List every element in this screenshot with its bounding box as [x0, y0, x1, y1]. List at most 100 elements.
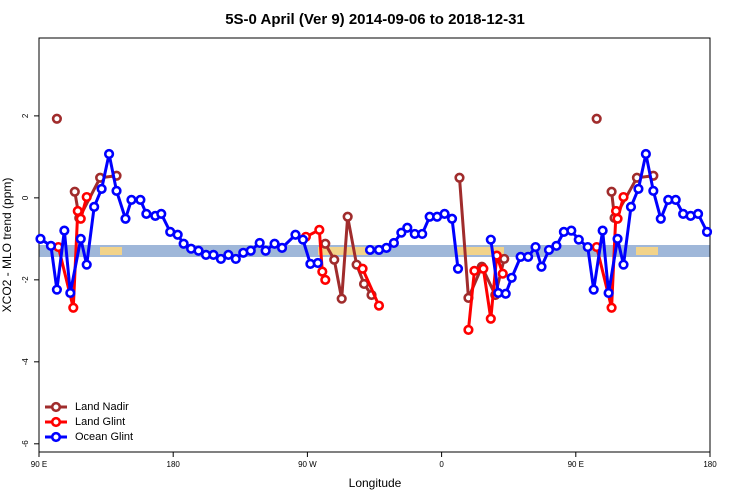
data-point: [230, 253, 241, 265]
land-patch: [456, 247, 504, 255]
data-point: [75, 233, 86, 244]
data-point: [69, 186, 80, 197]
data-point: [522, 251, 534, 262]
data-point: [582, 241, 593, 253]
data-point: [612, 233, 623, 244]
y-tick-label: -6: [21, 440, 30, 448]
data-point: [269, 238, 280, 249]
data-point: [111, 185, 122, 196]
data-point: [89, 201, 100, 212]
x-axis-label: Longitude: [349, 476, 402, 490]
data-point: [81, 191, 92, 203]
data-point: [606, 302, 617, 313]
x-tick-label: 180: [167, 460, 181, 469]
data-point: [463, 324, 474, 335]
data-point: [81, 259, 92, 270]
data-point: [618, 191, 629, 203]
data-point: [388, 237, 399, 249]
data-point: [373, 300, 385, 311]
data-point: [357, 263, 368, 274]
legend-marker: [50, 416, 62, 428]
y-axis-label: XCO2 - MLO trend (ppm): [0, 178, 14, 313]
data-point: [543, 244, 555, 256]
data-point: [245, 245, 256, 256]
data-point: [314, 224, 325, 235]
data-point: [478, 263, 489, 274]
data-point: [640, 148, 651, 160]
data-point: [336, 293, 347, 304]
data-point: [254, 237, 265, 249]
data-point: [588, 284, 599, 295]
data-point: [454, 172, 465, 183]
data-point: [603, 287, 614, 299]
y-tick-label: 2: [21, 113, 30, 118]
data-point: [446, 213, 458, 224]
legend-label: Ocean Glint: [75, 431, 133, 443]
legend-label: Land Glint: [75, 416, 125, 428]
data-point: [156, 208, 167, 219]
data-point: [452, 263, 464, 274]
data-point: [75, 213, 86, 224]
data-point: [215, 253, 227, 265]
data-point: [178, 238, 189, 249]
data-point: [103, 148, 115, 160]
data-point: [120, 213, 131, 224]
data-point: [500, 288, 511, 299]
data-point: [551, 240, 562, 251]
x-tick-label: 180: [703, 460, 717, 469]
data-point: [670, 194, 681, 206]
data-point: [290, 229, 301, 240]
data-point: [126, 194, 137, 206]
data-point: [402, 222, 413, 233]
data-point: [342, 211, 353, 222]
x-tick-label: 90 W: [298, 460, 317, 469]
data-point: [364, 244, 376, 256]
data-point: [530, 241, 541, 253]
data-point: [208, 249, 219, 260]
data-point: [68, 302, 79, 313]
x-tick-label: 90 E: [31, 460, 47, 469]
y-tick-label: -4: [21, 358, 30, 366]
data-point: [625, 201, 637, 212]
data-point: [172, 229, 183, 240]
data-point: [51, 113, 62, 124]
data-point: [485, 313, 496, 324]
data-point: [297, 234, 309, 245]
data-point: [193, 245, 204, 256]
plot-frame: [38, 37, 711, 453]
data-point: [618, 259, 629, 270]
data-point: [312, 257, 323, 269]
data-point: [65, 287, 76, 299]
data-point: [648, 185, 659, 196]
data-point: [417, 228, 428, 240]
data-point: [51, 284, 62, 295]
data-point: [72, 205, 83, 217]
land-patch: [636, 247, 658, 255]
data-point: [135, 194, 146, 206]
data-point: [633, 183, 644, 194]
data-point: [606, 186, 617, 197]
y-tick-label: -2: [21, 276, 30, 284]
data-point: [612, 213, 623, 224]
x-tick-label: 0: [439, 460, 444, 469]
data-point: [381, 242, 392, 253]
data-point: [59, 225, 70, 236]
x-tick-label: 90 E: [568, 460, 584, 469]
data-point: [597, 225, 608, 236]
data-point: [497, 268, 508, 279]
data-point: [591, 113, 602, 124]
data-point: [469, 265, 480, 276]
chart-title: 5S-0 April (Ver 9) 2014-09-06 to 2018-12…: [225, 11, 525, 28]
data-point: [485, 234, 496, 245]
legend-label: Land Nadir: [75, 401, 129, 413]
data-point: [573, 234, 584, 245]
data-point: [276, 242, 288, 253]
data-point: [329, 254, 340, 265]
land-patch: [100, 247, 122, 255]
data-point: [536, 261, 547, 272]
data-point: [260, 245, 271, 256]
data-point: [566, 225, 577, 236]
data-point: [96, 183, 107, 194]
data-point: [701, 226, 713, 237]
